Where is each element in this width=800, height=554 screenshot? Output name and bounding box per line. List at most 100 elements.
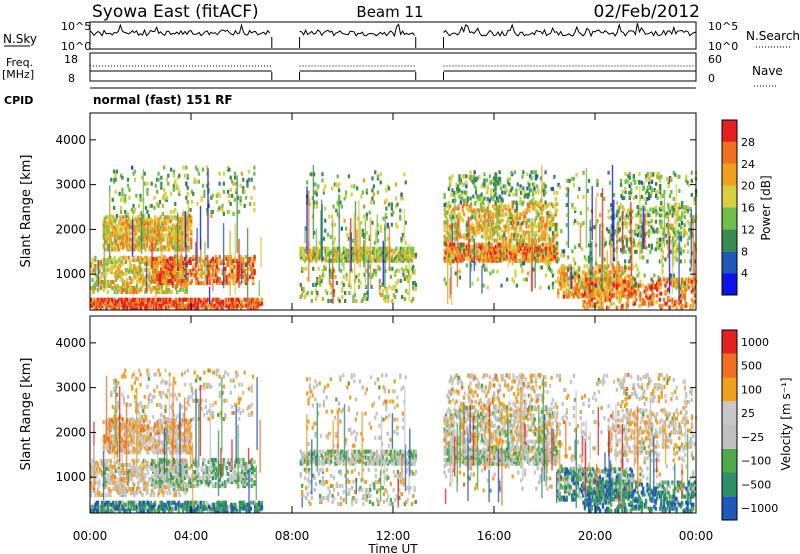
range-cell (568, 286, 571, 291)
range-cell (331, 214, 334, 219)
range-cell (177, 271, 180, 276)
range-cell (647, 243, 651, 248)
range-cell (647, 293, 650, 298)
range-cell (449, 242, 452, 247)
range-cell (349, 284, 352, 289)
range-cell (685, 287, 688, 292)
range-cell (650, 283, 653, 288)
range-cell (399, 256, 402, 261)
range-cell (454, 271, 457, 276)
range-cell (499, 204, 502, 209)
range-cell (163, 187, 166, 192)
range-cell (450, 220, 453, 225)
range-cell (671, 303, 674, 308)
range-cell (173, 299, 176, 304)
range-cell (608, 180, 612, 185)
range-cell (500, 202, 503, 207)
range-cell (469, 174, 473, 179)
range-cell (612, 301, 616, 306)
range-cell (493, 258, 496, 263)
range-cell (130, 237, 133, 242)
range-cell (202, 281, 205, 286)
range-cell (130, 286, 133, 290)
range-cell (124, 199, 127, 204)
range-cell (481, 226, 484, 231)
range-cell (483, 252, 487, 257)
range-cell (526, 248, 530, 253)
range-cell (210, 305, 214, 310)
range-cell (123, 243, 126, 248)
range-cell (115, 269, 118, 274)
range-cell (525, 224, 528, 229)
range-cell (117, 257, 121, 262)
range-cell (464, 252, 467, 257)
range-cell (646, 287, 649, 292)
range-cell (660, 247, 663, 252)
range-cell (113, 177, 116, 182)
range-cell (504, 212, 507, 217)
range-cell (586, 287, 589, 292)
range-cell (387, 202, 391, 207)
range-cell (164, 256, 167, 261)
range-cell (166, 303, 169, 308)
range-cell (615, 285, 618, 290)
range-cell (450, 256, 453, 261)
range-cell (458, 234, 462, 239)
range-cell (522, 242, 525, 247)
range-cell (376, 174, 380, 179)
range-cell (306, 180, 309, 185)
range-cell (126, 183, 130, 188)
range-cell (233, 175, 237, 180)
range-cell (395, 268, 398, 273)
range-cell (141, 257, 144, 262)
range-cell (106, 257, 109, 262)
range-cell (444, 281, 448, 286)
range-cell (363, 204, 366, 209)
range-cell (644, 293, 648, 298)
range-cell (656, 237, 659, 242)
range-cell (197, 265, 201, 269)
range-cell (557, 270, 560, 275)
range-cell (140, 175, 144, 180)
range-cell (646, 209, 649, 214)
range-cell (405, 248, 408, 253)
range-cell (489, 258, 492, 263)
range-cell (584, 272, 588, 277)
range-cell (506, 248, 509, 253)
range-cell (565, 272, 568, 277)
range-cell (380, 293, 383, 297)
range-cell (120, 290, 123, 295)
range-cell (524, 214, 527, 219)
range-cell (142, 301, 146, 306)
range-cell (479, 218, 482, 223)
range-cell (539, 222, 542, 227)
range-cell (152, 227, 155, 232)
range-cell (122, 215, 125, 220)
range-cell (619, 274, 622, 279)
range-cell (202, 271, 205, 275)
range-cell (184, 284, 187, 288)
range-cell (199, 303, 202, 308)
range-cell (451, 174, 454, 179)
range-cell (94, 255, 97, 260)
range-cell (525, 242, 528, 247)
range-cell (363, 232, 366, 237)
range-cell (458, 269, 462, 274)
range-cell (642, 205, 645, 210)
range-cell (131, 257, 134, 262)
range-cell (549, 224, 552, 229)
range-cell (547, 252, 550, 257)
range-cell (113, 297, 116, 302)
range-cell (580, 284, 583, 289)
range-cell (547, 246, 550, 251)
range-cell (621, 285, 624, 290)
range-cell (504, 228, 507, 233)
range-cell (628, 221, 631, 226)
range-cell (327, 246, 330, 251)
range-cell (118, 191, 121, 196)
range-cell (153, 305, 157, 310)
range-cell (512, 244, 516, 249)
range-cell (379, 228, 382, 233)
range-cell (103, 280, 107, 284)
range-cell (472, 230, 475, 235)
